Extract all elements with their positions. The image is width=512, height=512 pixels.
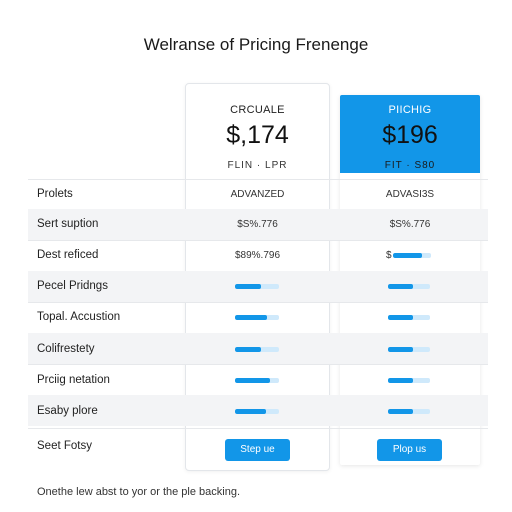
bar-pro-esaby-plore (388, 409, 430, 414)
basic-signup-button[interactable]: Step ue (225, 439, 290, 461)
row-label-topal-accustion: Topal. Accustion (37, 311, 121, 323)
cell-basic-dest-reficed: $89%.796 (234, 250, 281, 261)
bar-pro-prciig-netation (388, 378, 430, 383)
plan-card-pro-header (340, 95, 480, 173)
row-label-prolets: Prolets (37, 188, 73, 200)
bar-basic-esaby-plore (235, 409, 279, 414)
row-band (28, 209, 488, 240)
row-divider (28, 179, 488, 180)
bar-basic-prciig-netation (235, 378, 279, 383)
row-divider (28, 364, 488, 365)
cell-pro-prolets: ADVASI3S (385, 189, 435, 200)
cell-pro-dest-reficed: $ (386, 250, 392, 261)
plan-pro-price: $196 (382, 121, 438, 149)
row-divider (28, 428, 488, 429)
row-label-prciig-netation: Prciig netation (37, 374, 110, 386)
row-label-sert-suption: Sert suption (37, 218, 99, 230)
bar-basic-topal-accustion (235, 315, 279, 320)
plan-pro-name: PIICHIG (388, 104, 432, 116)
row-label-colifrestety: Colifrestety (37, 343, 95, 355)
plan-basic-billing: FLIN · LPR (227, 160, 288, 171)
plan-basic-price: $,174 (226, 121, 289, 149)
row-divider (28, 302, 488, 303)
bar-pro-dest-reficed (393, 253, 431, 258)
cell-pro-sert-suption: $S%.776 (389, 219, 431, 230)
cell-basic-sert-suption: $S%.776 (237, 219, 278, 230)
bar-basic-pecel-pridngs (235, 284, 279, 289)
footer-note: Onethe lew abst to yor or the ple backin… (37, 486, 241, 498)
plan-pro-billing: FIT · S80 (384, 160, 436, 171)
bar-pro-topal-accustion (388, 315, 430, 320)
page-title: Welranse of Pricing Frenenge (143, 35, 369, 54)
pro-signup-button[interactable]: Plop us (377, 439, 442, 461)
plan-basic-name: CRCUALE (230, 104, 285, 116)
bar-pro-pecel-pridngs (388, 284, 430, 289)
row-label-seet-fotsy: Seet Fotsy (37, 440, 92, 452)
row-divider (28, 240, 488, 241)
bar-pro-colifrestety (388, 347, 430, 352)
row-label-pecel-pridngs: Pecel Pridngs (37, 280, 108, 292)
bar-basic-colifrestety (235, 347, 279, 352)
row-label-dest-reficed: Dest reficed (37, 249, 99, 261)
cell-basic-prolets: ADVANZED (230, 189, 285, 200)
row-label-esaby-plore: Esaby plore (37, 405, 98, 417)
